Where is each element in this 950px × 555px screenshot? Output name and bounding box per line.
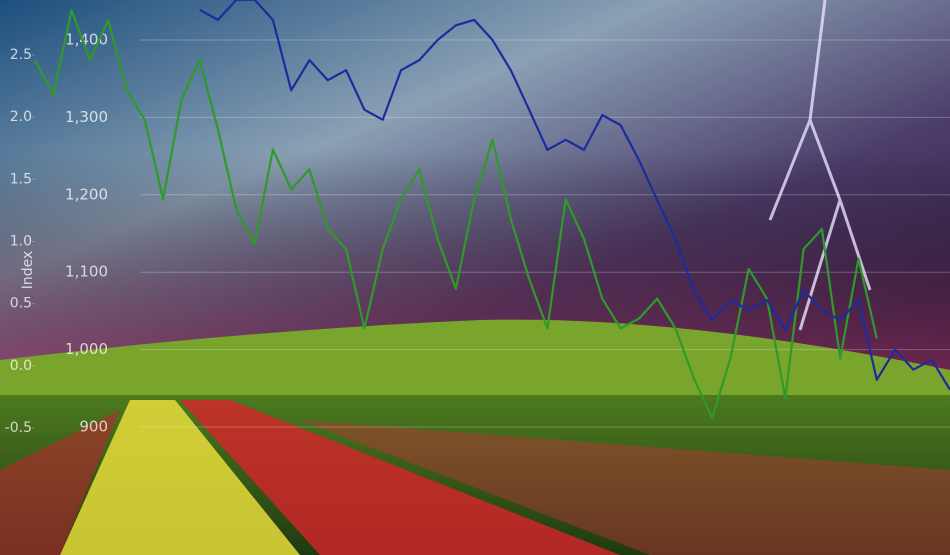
y2-tick-label: 1,000: [65, 340, 108, 358]
y2-tick-label: 900: [79, 418, 108, 436]
y-tick-label: 2.0: [10, 109, 32, 125]
data-line: [34, 9, 878, 420]
y-tick-label: 0.5: [10, 296, 32, 312]
y2-tick-label: 1,300: [65, 108, 108, 126]
y-axis-label: Index: [20, 251, 36, 290]
y-tick-label: 1.5: [10, 171, 32, 187]
y2-tick-label: 1,200: [65, 185, 108, 203]
y-tick-label: 0.0: [10, 358, 32, 374]
data-line: [199, 0, 950, 391]
plot: Index 1,4001,3001,2001,1001,0009002.52.0…: [5, 0, 950, 436]
y2-tick-label: 1,100: [65, 263, 108, 281]
y-tick-label: -0.5: [5, 420, 32, 436]
y-tick-label: 1.0: [10, 234, 32, 250]
y-tick-label: 2.5: [10, 47, 32, 63]
